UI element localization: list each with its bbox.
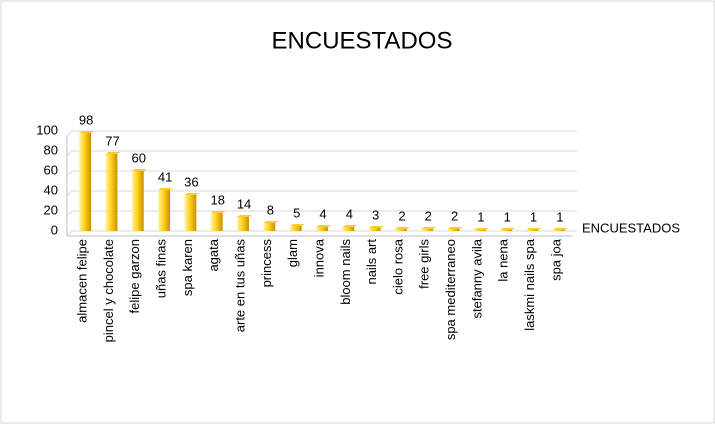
x-tick-label: laskmi nails spa <box>522 238 537 331</box>
bar-top <box>210 211 226 213</box>
grid-line <box>66 230 577 237</box>
x-tick-label: bloom nails <box>338 239 353 305</box>
bar-top <box>79 131 95 133</box>
y-tick-label: 40 <box>44 182 58 197</box>
bar-top <box>105 152 121 154</box>
grid-line <box>66 150 577 157</box>
bar <box>131 171 144 231</box>
x-tick-label: la nena <box>496 238 511 281</box>
bar <box>447 229 460 231</box>
y-tick-label: 0 <box>51 222 58 237</box>
bar <box>421 229 434 231</box>
value-label: 1 <box>530 209 537 224</box>
bar-top <box>131 169 147 171</box>
value-label: 41 <box>158 169 172 184</box>
value-label: 1 <box>504 209 511 224</box>
x-tick-label: cielo rosa <box>390 238 405 294</box>
bar <box>473 230 486 231</box>
bar-top <box>500 228 516 230</box>
bar <box>500 230 513 231</box>
grid-line <box>66 130 577 137</box>
grid-line <box>66 170 577 177</box>
y-tick-label: 20 <box>44 202 58 217</box>
bar <box>395 229 407 231</box>
grid-line <box>66 210 577 217</box>
bar <box>289 226 302 231</box>
value-label: 2 <box>398 208 405 223</box>
x-tick-label: spa joa <box>548 238 563 281</box>
bar-top <box>289 224 305 226</box>
bar <box>368 228 381 231</box>
value-label: 4 <box>319 206 326 221</box>
value-label: 3 <box>372 207 379 222</box>
value-label: 60 <box>132 150 146 165</box>
x-tick-label: arte en tus uñas <box>232 239 247 333</box>
legend-label: ENCUESTADOS <box>582 220 680 235</box>
x-tick-label: felipe garzon <box>127 239 142 313</box>
value-label: 14 <box>237 196 251 211</box>
y-tick-label: 100 <box>36 122 58 137</box>
bar <box>184 195 197 231</box>
value-label: 98 <box>79 112 93 127</box>
bar-top <box>237 215 252 217</box>
chart-title: ENCUESTADOS <box>272 27 453 54</box>
bar <box>79 133 92 231</box>
value-label: 8 <box>267 202 274 217</box>
bar <box>552 230 565 231</box>
bar-top <box>316 225 331 227</box>
x-tick-label: agata <box>206 238 221 271</box>
bar <box>210 213 223 231</box>
value-label: 5 <box>293 205 300 220</box>
bar-top <box>421 227 437 229</box>
value-label: 1 <box>477 209 484 224</box>
bar-top <box>263 221 279 223</box>
bar <box>526 230 539 231</box>
bar-top <box>368 226 384 228</box>
x-tick-label: spa karen <box>180 239 195 296</box>
bar-top <box>184 193 200 195</box>
bar-top <box>526 228 542 230</box>
x-tick-label: pincel y chocolate <box>101 239 116 342</box>
x-tick-label: glam <box>285 239 300 267</box>
value-label: 18 <box>211 192 225 207</box>
bar-top <box>473 228 489 230</box>
value-label: 2 <box>451 208 458 223</box>
x-tick-label: almacen felipe <box>75 239 90 323</box>
bar <box>105 154 118 231</box>
x-tick-label: stefanny avila <box>469 238 484 318</box>
bar <box>158 190 171 231</box>
bar-top <box>552 228 568 230</box>
grid-line <box>66 190 577 197</box>
bar-top <box>395 227 410 229</box>
bar-top <box>342 225 358 227</box>
x-tick-label: innova <box>311 238 326 277</box>
value-label: 1 <box>556 209 563 224</box>
y-tick-label: 80 <box>44 142 58 157</box>
value-label: 36 <box>184 174 198 189</box>
x-tick-label: free girls <box>417 239 432 289</box>
y-tick-label: 60 <box>44 162 58 177</box>
bar <box>263 223 276 231</box>
bar-top <box>447 227 463 229</box>
x-tick-label: princess <box>259 239 274 288</box>
x-tick-label: spa mediterraneo <box>443 239 458 340</box>
x-tick-label: nails art <box>364 239 379 285</box>
bar <box>342 227 355 231</box>
value-label: 2 <box>425 208 432 223</box>
value-label: 4 <box>346 206 353 221</box>
x-tick-label: uñas finas <box>154 239 169 299</box>
bar-top <box>158 188 174 190</box>
bar <box>316 227 328 231</box>
bar <box>237 217 249 231</box>
value-label: 77 <box>105 133 119 148</box>
